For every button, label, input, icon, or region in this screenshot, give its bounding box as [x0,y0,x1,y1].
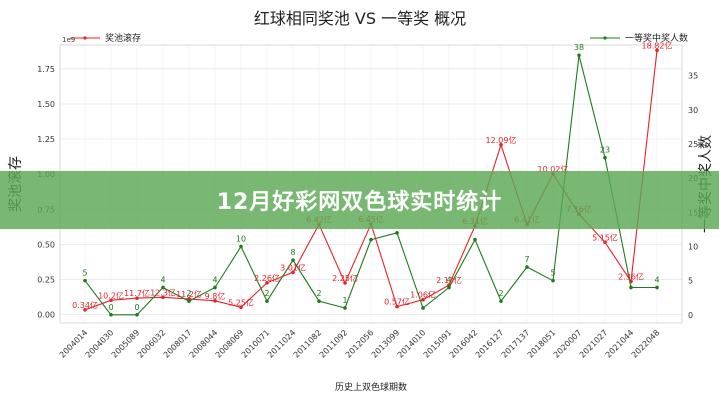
data-point-winners [577,53,581,58]
overlay-banner: 12月好彩网双色球实时统计 [0,171,719,229]
data-point-winners [369,237,373,242]
legend-left-label: 奖池滚存 [105,32,141,44]
data-label-jackpot: 11.2亿 [176,289,202,299]
x-axis-ticks: 2004014200403020050892006032200801720080… [58,328,662,360]
left-tick-label: 1.25 [37,135,55,144]
data-point-winners [135,313,139,317]
data-point-winners [265,299,269,303]
left-tick-label: 0.00 [37,311,55,320]
data-point-winners [499,299,503,303]
data-label-winners: 5 [550,269,555,278]
data-label-winners: 1 [342,296,347,305]
data-point-winners [83,278,87,283]
data-point-winners [629,285,633,290]
banner-title: 12月好彩网双色球实时统计 [216,190,503,215]
data-label-winners: 10 [236,234,246,243]
data-label-jackpot: 2.10亿 [436,275,462,285]
data-label-jackpot: 12.09亿 [486,135,517,145]
data-point-winners [395,231,399,235]
data-point-jackpot [213,299,217,303]
data-point-jackpot [265,281,269,285]
chart-title: 红球相同奖池 VS 一等奖 概况 [254,9,466,28]
left-axis-multiplier: 1e9 [62,36,75,44]
left-tick-label: 0.25 [37,275,55,284]
data-point-winners [447,285,451,290]
data-point-jackpot [343,281,347,285]
data-point-winners [239,244,243,249]
right-tick-label: 5 [688,277,693,286]
data-label-winners: 2 [316,289,321,298]
data-label-winners: 2 [186,289,191,298]
data-point-winners [213,285,217,290]
data-label-winners: 4 [446,275,451,284]
data-point-winners [473,237,477,242]
data-label-jackpot: 18.82亿 [642,40,673,50]
right-tick-label: 35 [688,72,698,81]
data-point-jackpot [135,296,139,300]
data-point-winners [655,285,659,290]
data-point-jackpot [603,240,607,245]
data-point-winners [421,306,425,310]
data-label-jackpot: 10.02亿 [538,164,569,174]
data-point-winners [187,299,191,303]
data-label-jackpot: 2.26亿 [254,273,280,283]
data-label-winners: 0 [108,303,113,312]
left-tick-label: 1.75 [37,65,55,74]
data-label-winners: 38 [574,43,584,52]
data-label-jackpot: 9.8亿 [205,291,226,301]
data-label-winners: 2 [264,289,269,298]
data-label-jackpot: 11.7亿 [124,288,150,298]
data-point-jackpot [291,270,295,275]
data-point-jackpot [421,297,425,302]
data-point-winners [291,258,295,262]
right-tick-label: 30 [688,106,698,115]
legend-left: 奖池滚存 [70,32,141,44]
data-point-winners [161,285,165,290]
data-point-winners [109,313,113,317]
legend-right: 一等奖中奖人数 [590,32,688,44]
data-label-winners: 4 [212,275,217,284]
data-label-jackpot: 2.25亿 [332,273,358,283]
data-label-jackpot: 3.01亿 [280,262,306,272]
legend-right-marker [603,36,607,40]
data-label-winners: 0 [134,303,139,312]
data-label-jackpot: 10.2亿 [98,290,124,300]
data-label-jackpot: 0.57亿 [384,297,410,307]
data-label-winners: 2 [498,289,503,298]
x-axis-label: 历史上双色球期数 [335,381,407,393]
data-label-winners: 4 [654,275,659,284]
right-tick-label: 25 [688,140,698,149]
data-point-jackpot [109,298,113,303]
right-tick-label: 10 [688,242,698,251]
data-point-jackpot [239,305,243,310]
legend-left-marker [83,36,87,40]
left-tick-label: 0.50 [37,240,55,249]
data-point-jackpot [83,308,87,312]
data-label-jackpot: 12.3亿 [150,287,176,297]
data-label-winners: 5 [82,269,87,278]
right-tick-label: 0 [688,311,693,320]
data-label-winners: 23 [600,146,610,155]
data-point-winners [525,265,529,269]
left-tick-label: 1.50 [37,100,55,109]
data-point-winners [343,306,347,310]
data-label-jackpot: 5.25亿 [228,297,254,307]
data-point-jackpot [395,304,399,309]
data-label-winners: 4 [160,275,165,284]
data-label-jackpot: 5.15亿 [592,232,618,242]
data-point-jackpot [161,295,165,300]
data-label-jackpot: 0.34亿 [72,300,98,310]
data-label-winners: 7 [524,255,529,264]
data-label-winners: 8 [290,248,295,257]
x-tick-label: 2022048 [630,328,662,360]
data-label-jackpot: 2.36亿 [618,271,644,281]
data-point-jackpot [655,48,659,53]
data-point-jackpot [499,143,503,147]
data-label-jackpot: 1.06亿 [410,290,436,300]
data-point-winners [551,278,555,283]
data-point-winners [603,155,607,160]
data-point-winners [317,299,321,303]
legend-right-label: 一等奖中奖人数 [625,32,688,44]
